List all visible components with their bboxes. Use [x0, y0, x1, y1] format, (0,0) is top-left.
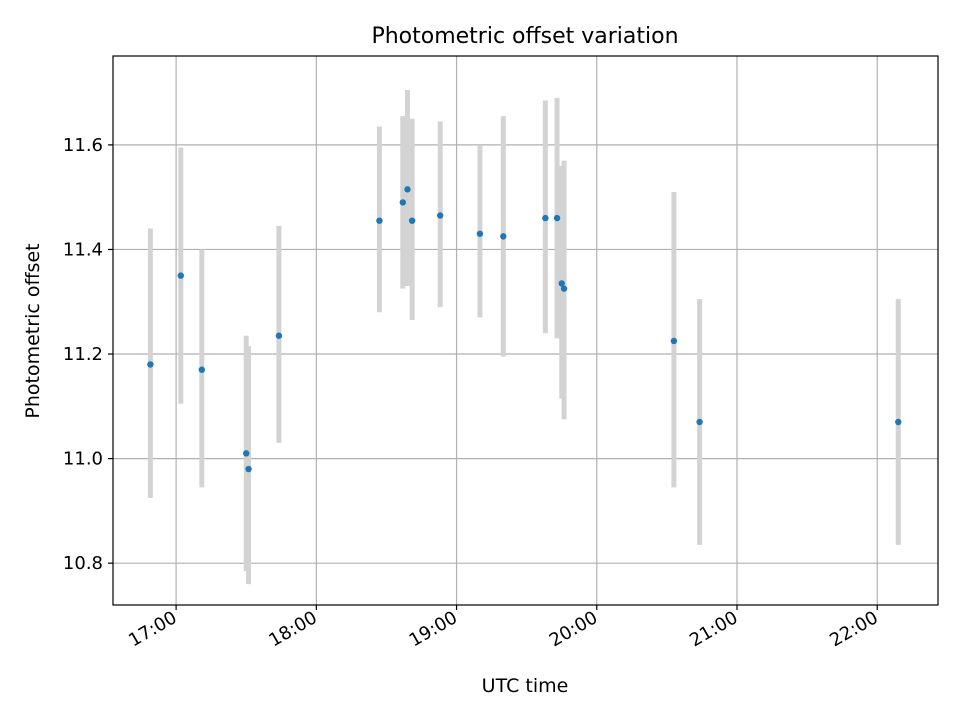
x-tick-label: 21:00 — [686, 607, 741, 651]
y-axis: 10.8 11.0 11.2 11.4 11.6 — [63, 135, 113, 574]
x-tick-label: 22:00 — [826, 607, 881, 651]
data-point — [177, 272, 184, 279]
x-tick-label: 19:00 — [406, 607, 461, 651]
y-tick-label: 11.0 — [63, 449, 103, 470]
y-tick-label: 10.8 — [63, 553, 103, 574]
y-axis-title: Photometric offset — [22, 243, 44, 418]
x-axis: 17:00 18:00 19:00 20:00 21:00 22:00 — [125, 605, 882, 651]
data-point — [245, 465, 252, 473]
data-point — [542, 214, 549, 222]
x-tick-label: 17:00 — [125, 607, 180, 651]
error-bars — [147, 89, 901, 585]
grid — [113, 56, 938, 605]
data-point — [560, 285, 568, 292]
data-point — [553, 214, 561, 222]
data-point — [147, 361, 154, 368]
data-point — [408, 217, 416, 224]
data-point — [670, 337, 678, 345]
data-point — [399, 199, 407, 206]
chart-title: Photometric offset variation — [371, 24, 678, 49]
data-point — [436, 212, 444, 219]
data-point — [275, 332, 283, 339]
data-point — [376, 217, 383, 224]
x-tick-label: 18:00 — [265, 607, 320, 651]
data-point — [500, 233, 507, 240]
plot-frame — [112, 55, 939, 606]
data-point — [404, 186, 411, 193]
data-point — [895, 418, 902, 426]
x-tick-label: 20:00 — [546, 607, 601, 651]
data-point — [198, 366, 206, 373]
data-points — [147, 186, 902, 473]
x-axis-title: UTC time — [482, 675, 569, 697]
data-point — [558, 280, 565, 287]
y-tick-label: 11.4 — [63, 239, 103, 260]
y-tick-label: 11.6 — [63, 135, 103, 156]
data-point — [243, 450, 250, 457]
data-point — [476, 230, 484, 237]
data-point — [696, 418, 703, 426]
y-tick-label: 11.2 — [63, 344, 103, 365]
